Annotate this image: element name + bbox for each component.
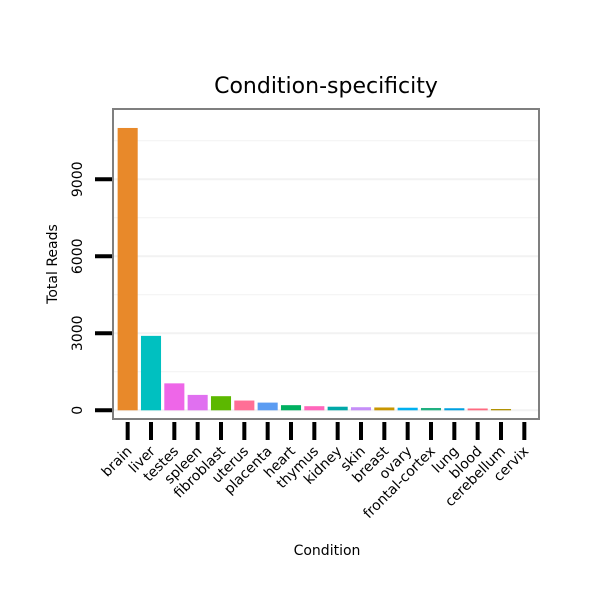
- y-axis-title: Total Reads: [45, 224, 61, 305]
- bar-placenta: [257, 402, 278, 411]
- bar-frontal-cortex: [420, 407, 442, 411]
- bar-kidney: [327, 406, 348, 411]
- y-tick-label: 9000: [70, 161, 86, 197]
- bar-breast: [374, 407, 395, 411]
- bar-uterus: [234, 400, 255, 411]
- bar-testes: [164, 383, 185, 411]
- chart-title: Condition-specificity: [214, 74, 438, 99]
- bar-fibroblast: [210, 396, 232, 411]
- gridlines: [114, 140, 538, 412]
- bar-thymus: [304, 406, 325, 411]
- bars: [117, 127, 512, 411]
- bar-liver: [140, 335, 162, 411]
- bar-cerebellum: [490, 409, 512, 411]
- bar-ovary: [397, 407, 418, 411]
- bar-blood: [467, 408, 488, 411]
- bar-brain: [117, 127, 138, 411]
- y-tick-label: 0: [70, 406, 86, 415]
- bar-spleen: [187, 394, 208, 411]
- bar-skin: [350, 407, 372, 411]
- y-tick-label: 6000: [70, 238, 86, 274]
- bar-lung: [444, 408, 465, 411]
- x-axis-title: Condition: [294, 543, 361, 559]
- y-tick-label: 3000: [70, 315, 86, 351]
- bar-heart: [280, 405, 302, 411]
- plot-frame: [112, 108, 540, 420]
- y-axis: 0 3000 6000 9000: [70, 161, 112, 415]
